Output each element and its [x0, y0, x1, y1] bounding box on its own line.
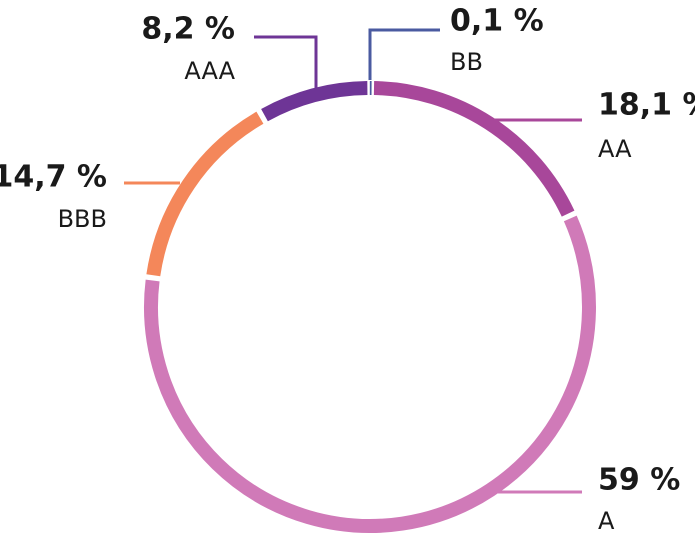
leader-line: [368, 28, 440, 80]
value-label: 8,2 %: [141, 12, 235, 47]
value-label: 18,1 %: [598, 88, 695, 123]
category-label: AA: [598, 135, 632, 163]
donut-segment: [144, 215, 596, 533]
donut-segment: [261, 81, 368, 122]
donut-segment: [373, 81, 575, 217]
category-label: AAA: [184, 57, 235, 85]
category-label: BBB: [58, 205, 107, 233]
category-label: BB: [450, 48, 483, 76]
leader-line: [254, 35, 318, 90]
value-label: 14,7 %: [0, 160, 107, 195]
value-label: 59 %: [598, 463, 680, 498]
value-label: 0,1 %: [450, 4, 544, 39]
donut-segment: [146, 111, 264, 277]
category-label: A: [598, 507, 615, 535]
